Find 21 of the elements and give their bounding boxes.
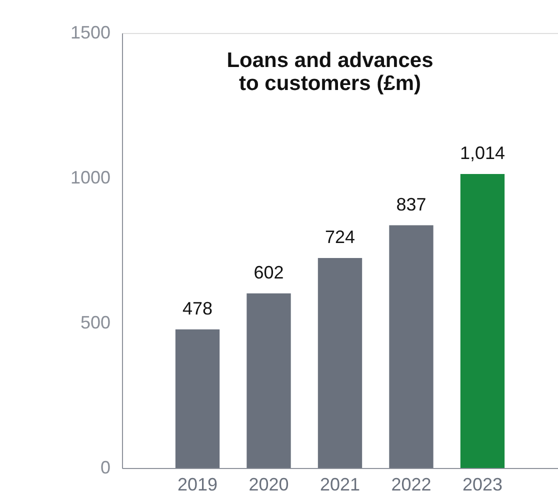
bar <box>389 225 434 468</box>
bar <box>460 174 505 468</box>
text: to customers (£m) <box>238 72 422 95</box>
data-label: 837 <box>396 194 426 214</box>
x-tick-label: 2022 <box>391 474 432 494</box>
x-tick-label: 2020 <box>248 474 289 494</box>
data-label: 478 <box>182 298 213 318</box>
data-label: 1,014 <box>460 142 506 163</box>
y-tick-label: 1500 <box>70 22 110 42</box>
y-tick-label: 500 <box>80 312 110 332</box>
bar <box>318 258 362 468</box>
x-tick-label: 2021 <box>320 474 360 494</box>
y-tick-label: 0 <box>100 458 110 478</box>
text: Loans and advances <box>226 49 434 72</box>
x-tick-label: 2023 <box>462 474 503 494</box>
data-label: 724 <box>324 227 356 248</box>
y-tick-label: 1000 <box>70 168 110 188</box>
x-tick-label: 2019 <box>177 474 218 494</box>
bar <box>246 293 291 468</box>
data-label: 602 <box>254 262 284 282</box>
bar <box>175 329 220 468</box>
